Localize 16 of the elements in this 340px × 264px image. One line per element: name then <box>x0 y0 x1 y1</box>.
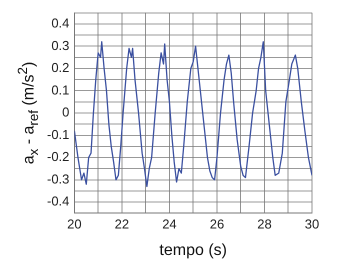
x-tick-label: 20 <box>67 216 82 232</box>
y-tick-label: 0.3 <box>51 38 70 53</box>
y-tick-label: 0 <box>62 104 70 120</box>
y-tick-label: -0.1 <box>46 126 70 142</box>
y-tick-label: -0.4 <box>46 194 70 209</box>
x-axis-title: tempo (s) <box>159 242 227 259</box>
x-tick-label: 22 <box>114 216 130 232</box>
y-tick-label: -0.3 <box>46 171 70 186</box>
x-tick-label: 26 <box>210 216 224 232</box>
y-tick-label: 0.1 <box>51 82 70 98</box>
x-tick-label: 24 <box>162 216 177 232</box>
x-tick-label: 30 <box>304 216 320 232</box>
x-tick-label: 28 <box>257 216 272 232</box>
y-tick-label: 0.2 <box>51 60 70 76</box>
y-tick-label: -0.2 <box>46 149 70 164</box>
y-tick-label: 0.4 <box>51 16 70 31</box>
